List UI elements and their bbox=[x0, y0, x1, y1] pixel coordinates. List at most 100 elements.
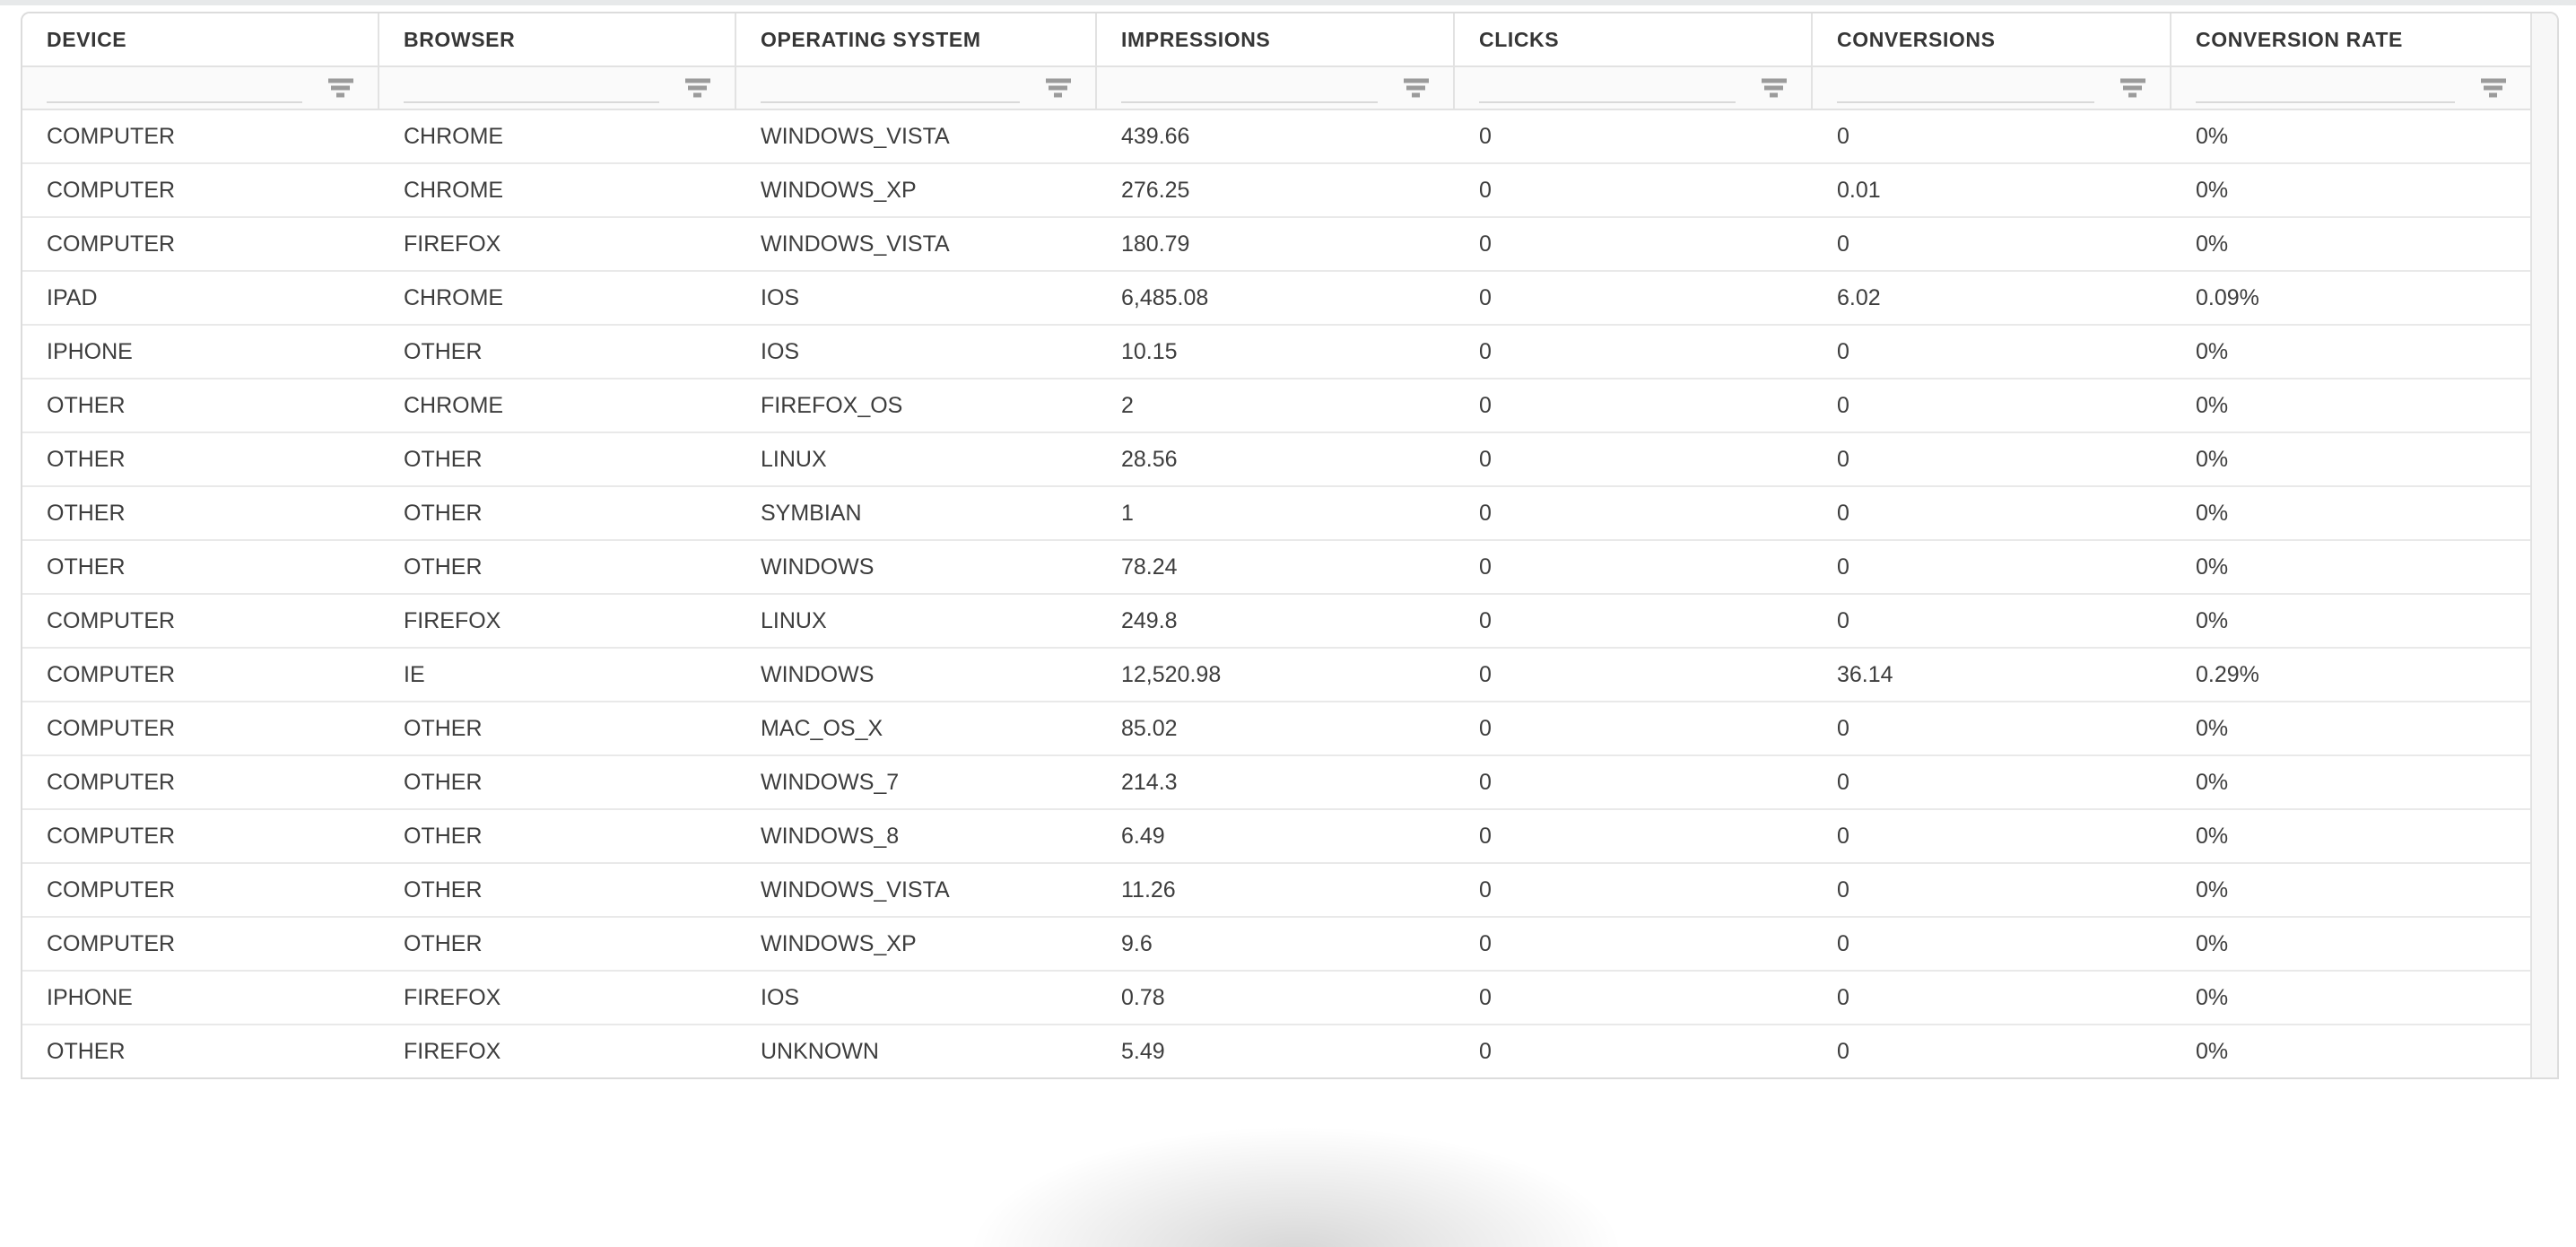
cell-operating-system: WINDOWS_VISTA bbox=[761, 123, 950, 149]
table-row[interactable]: IPAD CHROME IOS 6,485.08 0 6.02 0.09% bbox=[22, 272, 2530, 326]
cell-operating-system: WINDOWS bbox=[761, 554, 875, 580]
table-row[interactable]: COMPUTER OTHER WINDOWS_XP 9.6 0 0 0% bbox=[22, 918, 2530, 972]
filter-input-browser[interactable] bbox=[404, 78, 659, 103]
cell-device: OTHER bbox=[47, 500, 126, 526]
column-header-impressions[interactable]: IMPRESSIONS bbox=[1097, 13, 1455, 65]
column-header-label: CONVERSION RATE bbox=[2196, 27, 2403, 51]
cell-operating-system: UNKNOWN bbox=[761, 1038, 879, 1064]
filter-icon[interactable] bbox=[2480, 78, 2506, 98]
cell-operating-system: WINDOWS_8 bbox=[761, 823, 900, 849]
filter-icon-bar bbox=[2119, 78, 2145, 83]
cell-impressions: 180.79 bbox=[1121, 231, 1190, 257]
filter-icon[interactable] bbox=[1045, 78, 1071, 98]
cell-operating-system: WINDOWS_VISTA bbox=[761, 876, 950, 903]
table-row[interactable]: IPHONE OTHER IOS 10.15 0 0 0% bbox=[22, 326, 2530, 379]
cell-device: OTHER bbox=[47, 392, 126, 418]
vertical-scrollbar-gutter bbox=[2530, 13, 2557, 1077]
cell-device: IPAD bbox=[47, 284, 98, 310]
table-row[interactable]: OTHER CHROME FIREFOX_OS 2 0 0 0% bbox=[22, 379, 2530, 433]
filter-input-clicks[interactable] bbox=[1479, 78, 1736, 103]
table-row[interactable]: COMPUTER OTHER WINDOWS_VISTA 11.26 0 0 0% bbox=[22, 864, 2530, 918]
table-row[interactable]: OTHER OTHER SYMBIAN 1 0 0 0% bbox=[22, 487, 2530, 541]
column-header-label: CONVERSIONS bbox=[1837, 27, 1996, 51]
grid-body: COMPUTER CHROME WINDOWS_VISTA 439.66 0 0 0% COM… bbox=[22, 110, 2557, 1077]
cell-impressions: 2 bbox=[1121, 392, 1134, 418]
cell-conversions: 0.01 bbox=[1837, 177, 1881, 203]
cell-conversions: 0 bbox=[1837, 984, 1849, 1010]
cell-impressions: 12,520.98 bbox=[1121, 661, 1222, 687]
table-row[interactable]: OTHER OTHER WINDOWS 78.24 0 0 0% bbox=[22, 541, 2530, 595]
cell-browser: OTHER bbox=[404, 930, 483, 956]
cell-device: OTHER bbox=[47, 1038, 126, 1064]
filter-icon[interactable] bbox=[327, 78, 353, 98]
cell-conversion-rate: 0% bbox=[2196, 231, 2229, 257]
column-header-label: IMPRESSIONS bbox=[1121, 27, 1271, 51]
column-header-conversion-rate[interactable]: CONVERSION RATE bbox=[2171, 13, 2530, 65]
cell-conversion-rate: 0% bbox=[2196, 554, 2229, 580]
cell-conversion-rate: 0% bbox=[2196, 715, 2229, 741]
filter-icon-bar bbox=[2489, 92, 2497, 98]
cell-device: COMPUTER bbox=[47, 823, 176, 849]
filter-icon-bar bbox=[1764, 85, 1783, 91]
cell-conversion-rate: 0% bbox=[2196, 1038, 2229, 1064]
filter-icon-bar bbox=[1412, 92, 1420, 98]
filter-icon[interactable] bbox=[1761, 78, 1787, 98]
table-row[interactable]: IPHONE FIREFOX IOS 0.78 0 0 0% bbox=[22, 972, 2530, 1025]
column-header-browser[interactable]: BROWSER bbox=[379, 13, 736, 65]
cell-device: COMPUTER bbox=[47, 607, 176, 633]
column-header-operating-system[interactable]: OPERATING SYSTEM bbox=[736, 13, 1097, 65]
filter-input-conversion-rate[interactable] bbox=[2196, 78, 2455, 103]
cell-impressions: 0.78 bbox=[1121, 984, 1165, 1010]
column-header-conversions[interactable]: CONVERSIONS bbox=[1813, 13, 2171, 65]
cell-browser: FIREFOX bbox=[404, 231, 501, 257]
cell-conversions: 6.02 bbox=[1837, 284, 1881, 310]
cell-conversions: 0 bbox=[1837, 823, 1849, 849]
cell-operating-system: FIREFOX_OS bbox=[761, 392, 903, 418]
filter-input-operating-system[interactable] bbox=[761, 78, 1020, 103]
cell-impressions: 5.49 bbox=[1121, 1038, 1165, 1064]
table-row[interactable]: COMPUTER IE WINDOWS 12,520.98 0 36.14 0.29% bbox=[22, 649, 2530, 702]
cell-conversions: 0 bbox=[1837, 1038, 1849, 1064]
table-row[interactable]: COMPUTER OTHER MAC_OS_X 85.02 0 0 0% bbox=[22, 702, 2530, 756]
cell-clicks: 0 bbox=[1479, 177, 1492, 203]
cell-device: COMPUTER bbox=[47, 930, 176, 956]
cell-browser: OTHER bbox=[404, 338, 483, 364]
cell-operating-system: IOS bbox=[761, 984, 800, 1010]
filter-icon[interactable] bbox=[2119, 78, 2145, 98]
table-row[interactable]: COMPUTER OTHER WINDOWS_8 6.49 0 0 0% bbox=[22, 810, 2530, 864]
filter-icon-bar bbox=[2128, 92, 2137, 98]
column-header-clicks[interactable]: CLICKS bbox=[1455, 13, 1813, 65]
cell-clicks: 0 bbox=[1479, 661, 1492, 687]
cell-conversions: 0 bbox=[1837, 769, 1849, 795]
table-row[interactable]: OTHER FIREFOX UNKNOWN 5.49 0 0 0% bbox=[22, 1025, 2530, 1077]
filter-input-conversions[interactable] bbox=[1837, 78, 2094, 103]
table-row[interactable]: COMPUTER OTHER WINDOWS_7 214.3 0 0 0% bbox=[22, 756, 2530, 810]
cell-browser: OTHER bbox=[404, 715, 483, 741]
cell-conversions: 0 bbox=[1837, 231, 1849, 257]
table-row[interactable]: COMPUTER FIREFOX LINUX 249.8 0 0 0% bbox=[22, 595, 2530, 649]
table-row[interactable]: OTHER OTHER LINUX 28.56 0 0 0% bbox=[22, 433, 2530, 487]
cell-browser: OTHER bbox=[404, 876, 483, 903]
column-header-label: OPERATING SYSTEM bbox=[761, 27, 981, 51]
cell-device: IPHONE bbox=[47, 984, 133, 1010]
cell-browser: OTHER bbox=[404, 554, 483, 580]
filter-icon[interactable] bbox=[684, 78, 710, 98]
cell-conversion-rate: 0% bbox=[2196, 607, 2229, 633]
cell-conversions: 0 bbox=[1837, 930, 1849, 956]
filter-input-impressions[interactable] bbox=[1121, 78, 1378, 103]
cell-browser: CHROME bbox=[404, 177, 504, 203]
filter-cell-impressions bbox=[1097, 67, 1455, 109]
cell-clicks: 0 bbox=[1479, 231, 1492, 257]
cell-conversions: 0 bbox=[1837, 607, 1849, 633]
cell-conversions: 0 bbox=[1837, 876, 1849, 903]
filter-icon[interactable] bbox=[1403, 78, 1429, 98]
cell-device: IPHONE bbox=[47, 338, 133, 364]
filter-input-device[interactable] bbox=[47, 78, 302, 103]
cell-device: OTHER bbox=[47, 446, 126, 472]
table-row[interactable]: COMPUTER CHROME WINDOWS_VISTA 439.66 0 0 0% bbox=[22, 110, 2530, 164]
column-header-device[interactable]: DEVICE bbox=[22, 13, 379, 65]
cell-clicks: 0 bbox=[1479, 500, 1492, 526]
table-row[interactable]: COMPUTER FIREFOX WINDOWS_VISTA 180.79 0 0 0% bbox=[22, 218, 2530, 272]
cell-conversion-rate: 0.29% bbox=[2196, 661, 2259, 687]
table-row[interactable]: COMPUTER CHROME WINDOWS_XP 276.25 0 0.01 0% bbox=[22, 164, 2530, 218]
